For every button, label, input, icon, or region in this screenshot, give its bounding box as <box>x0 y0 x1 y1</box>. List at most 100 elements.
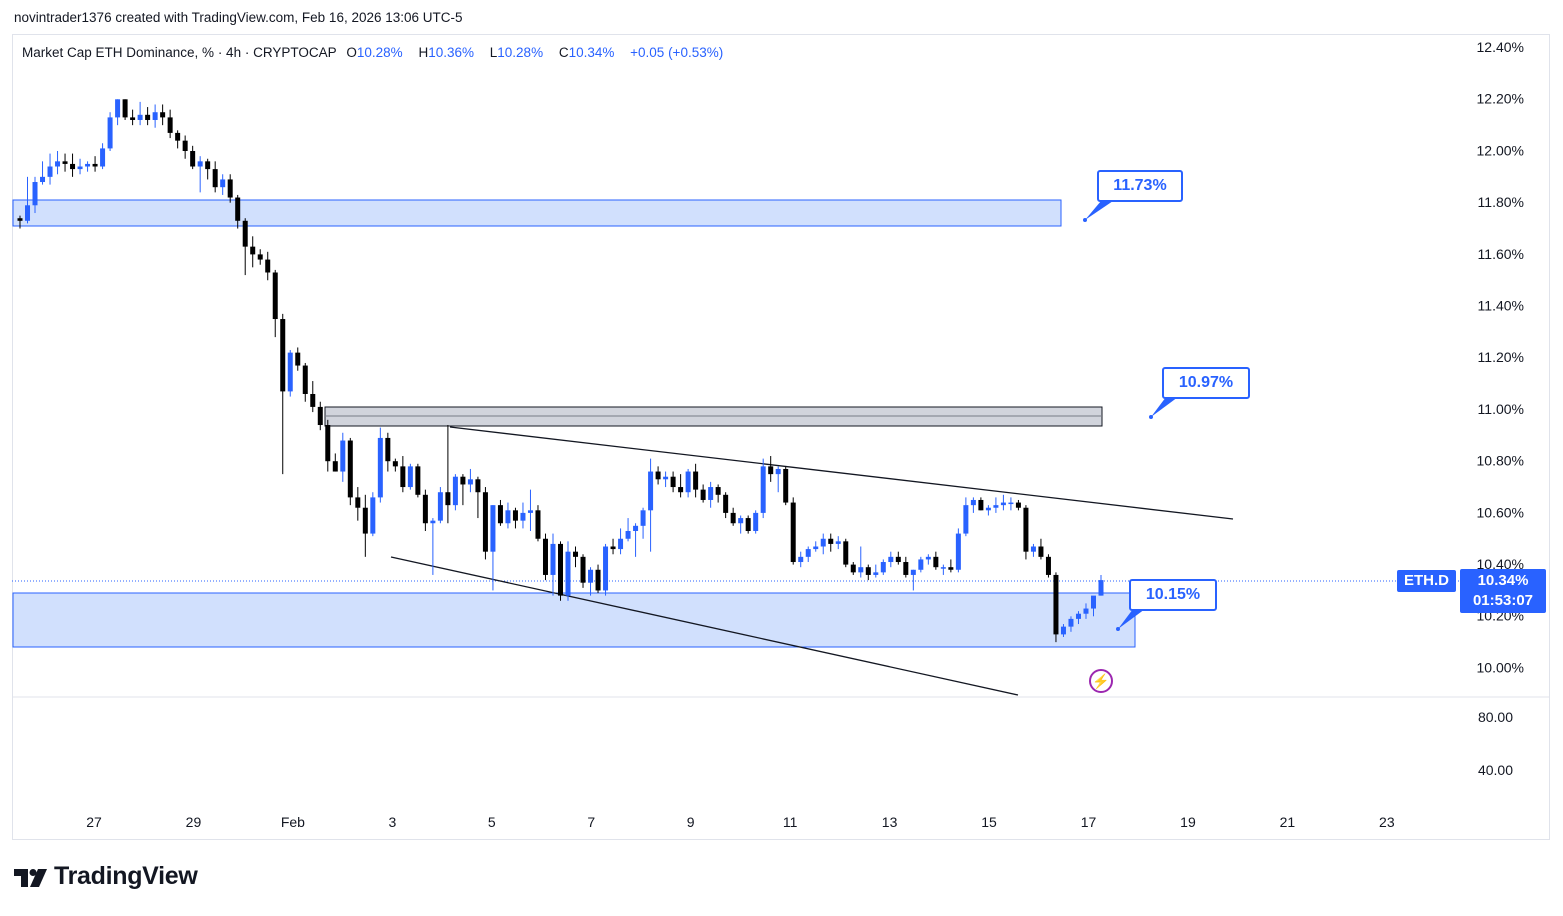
candle[interactable] <box>760 458 766 519</box>
candle[interactable] <box>1075 611 1081 625</box>
candle[interactable] <box>813 541 819 552</box>
candle[interactable] <box>610 538 616 555</box>
callout-upper[interactable]: 11.73% <box>1097 170 1183 202</box>
candle[interactable] <box>633 523 639 557</box>
candle[interactable] <box>25 176 31 224</box>
candle[interactable] <box>220 174 226 195</box>
candle[interactable] <box>948 559 954 573</box>
candle[interactable] <box>55 151 61 175</box>
candle[interactable] <box>805 546 811 563</box>
candle[interactable] <box>497 499 503 526</box>
candle[interactable] <box>640 507 646 539</box>
candle[interactable] <box>205 158 211 180</box>
candle[interactable] <box>738 515 744 534</box>
candle[interactable] <box>1060 624 1066 637</box>
candle[interactable] <box>212 161 218 193</box>
candle[interactable] <box>1000 494 1006 511</box>
candle[interactable] <box>362 494 368 557</box>
candle[interactable] <box>137 101 143 126</box>
candle[interactable] <box>407 463 413 490</box>
candle[interactable] <box>1083 603 1089 619</box>
candle[interactable] <box>970 497 976 513</box>
candle[interactable] <box>152 104 158 128</box>
candle[interactable] <box>475 476 481 519</box>
candle[interactable] <box>175 130 181 149</box>
candle[interactable] <box>40 161 46 185</box>
candle[interactable] <box>32 176 38 214</box>
candle[interactable] <box>452 474 458 511</box>
candle[interactable] <box>843 538 849 568</box>
candle[interactable] <box>265 251 271 281</box>
candle[interactable] <box>895 551 901 565</box>
candle[interactable] <box>835 536 841 550</box>
candle[interactable] <box>678 474 684 498</box>
candle[interactable] <box>1008 497 1014 511</box>
candle[interactable] <box>925 554 931 565</box>
candle[interactable] <box>918 556 924 573</box>
candle[interactable] <box>1023 505 1029 560</box>
candle[interactable] <box>745 515 751 534</box>
candle[interactable] <box>595 564 601 594</box>
candle[interactable] <box>227 174 233 203</box>
candle[interactable] <box>520 502 526 529</box>
candle[interactable] <box>888 551 894 568</box>
callout-lower[interactable]: 10.15% <box>1129 579 1217 611</box>
candle[interactable] <box>693 463 699 498</box>
candle[interactable] <box>783 466 789 506</box>
candle[interactable] <box>445 425 451 524</box>
candle[interactable] <box>85 161 91 172</box>
candle[interactable] <box>107 112 113 151</box>
candle[interactable] <box>377 427 383 503</box>
candle[interactable] <box>1090 595 1096 617</box>
candle[interactable] <box>550 533 556 596</box>
candle[interactable] <box>332 453 338 472</box>
candle[interactable] <box>182 135 188 159</box>
candle[interactable] <box>130 109 136 126</box>
candle[interactable] <box>325 419 331 472</box>
candle[interactable] <box>993 497 999 513</box>
candle[interactable] <box>1030 543 1036 557</box>
candle[interactable] <box>603 543 609 596</box>
candle[interactable] <box>347 437 353 506</box>
demand-zone[interactable] <box>12 592 1136 648</box>
candle[interactable] <box>955 528 961 573</box>
candle[interactable] <box>482 487 488 560</box>
upper-trendline[interactable] <box>449 426 1234 520</box>
candle[interactable] <box>1045 554 1051 578</box>
candle[interactable] <box>430 518 436 575</box>
candle[interactable] <box>820 533 826 555</box>
candle[interactable] <box>460 474 466 506</box>
candle[interactable] <box>723 492 729 519</box>
candle[interactable] <box>400 456 406 493</box>
candle[interactable] <box>565 541 571 601</box>
candle[interactable] <box>422 489 428 531</box>
candle[interactable] <box>933 551 939 570</box>
candle[interactable] <box>77 158 83 175</box>
candle[interactable] <box>768 456 774 482</box>
candle[interactable] <box>1015 499 1021 511</box>
candle[interactable] <box>700 484 706 503</box>
candle[interactable] <box>437 487 443 524</box>
candle[interactable] <box>62 153 68 172</box>
candle[interactable] <box>527 489 533 531</box>
candle[interactable] <box>100 143 106 170</box>
candle[interactable] <box>1038 538 1044 560</box>
candle[interactable] <box>880 559 886 575</box>
candle[interactable] <box>160 104 166 126</box>
candle[interactable] <box>355 487 361 521</box>
tradingview-logo[interactable]: TradingView <box>14 862 198 891</box>
candle[interactable] <box>865 564 871 581</box>
candle[interactable] <box>280 313 286 475</box>
candle[interactable] <box>115 99 121 126</box>
candle[interactable] <box>798 551 804 568</box>
candle[interactable] <box>648 458 654 552</box>
candle[interactable] <box>715 484 721 503</box>
candle[interactable] <box>685 468 691 498</box>
candle[interactable] <box>17 215 23 229</box>
candle[interactable] <box>302 362 308 402</box>
candle[interactable] <box>370 492 376 537</box>
candle[interactable] <box>708 481 714 508</box>
candle[interactable] <box>828 533 834 552</box>
candle[interactable] <box>542 533 548 581</box>
candle[interactable] <box>670 471 676 493</box>
